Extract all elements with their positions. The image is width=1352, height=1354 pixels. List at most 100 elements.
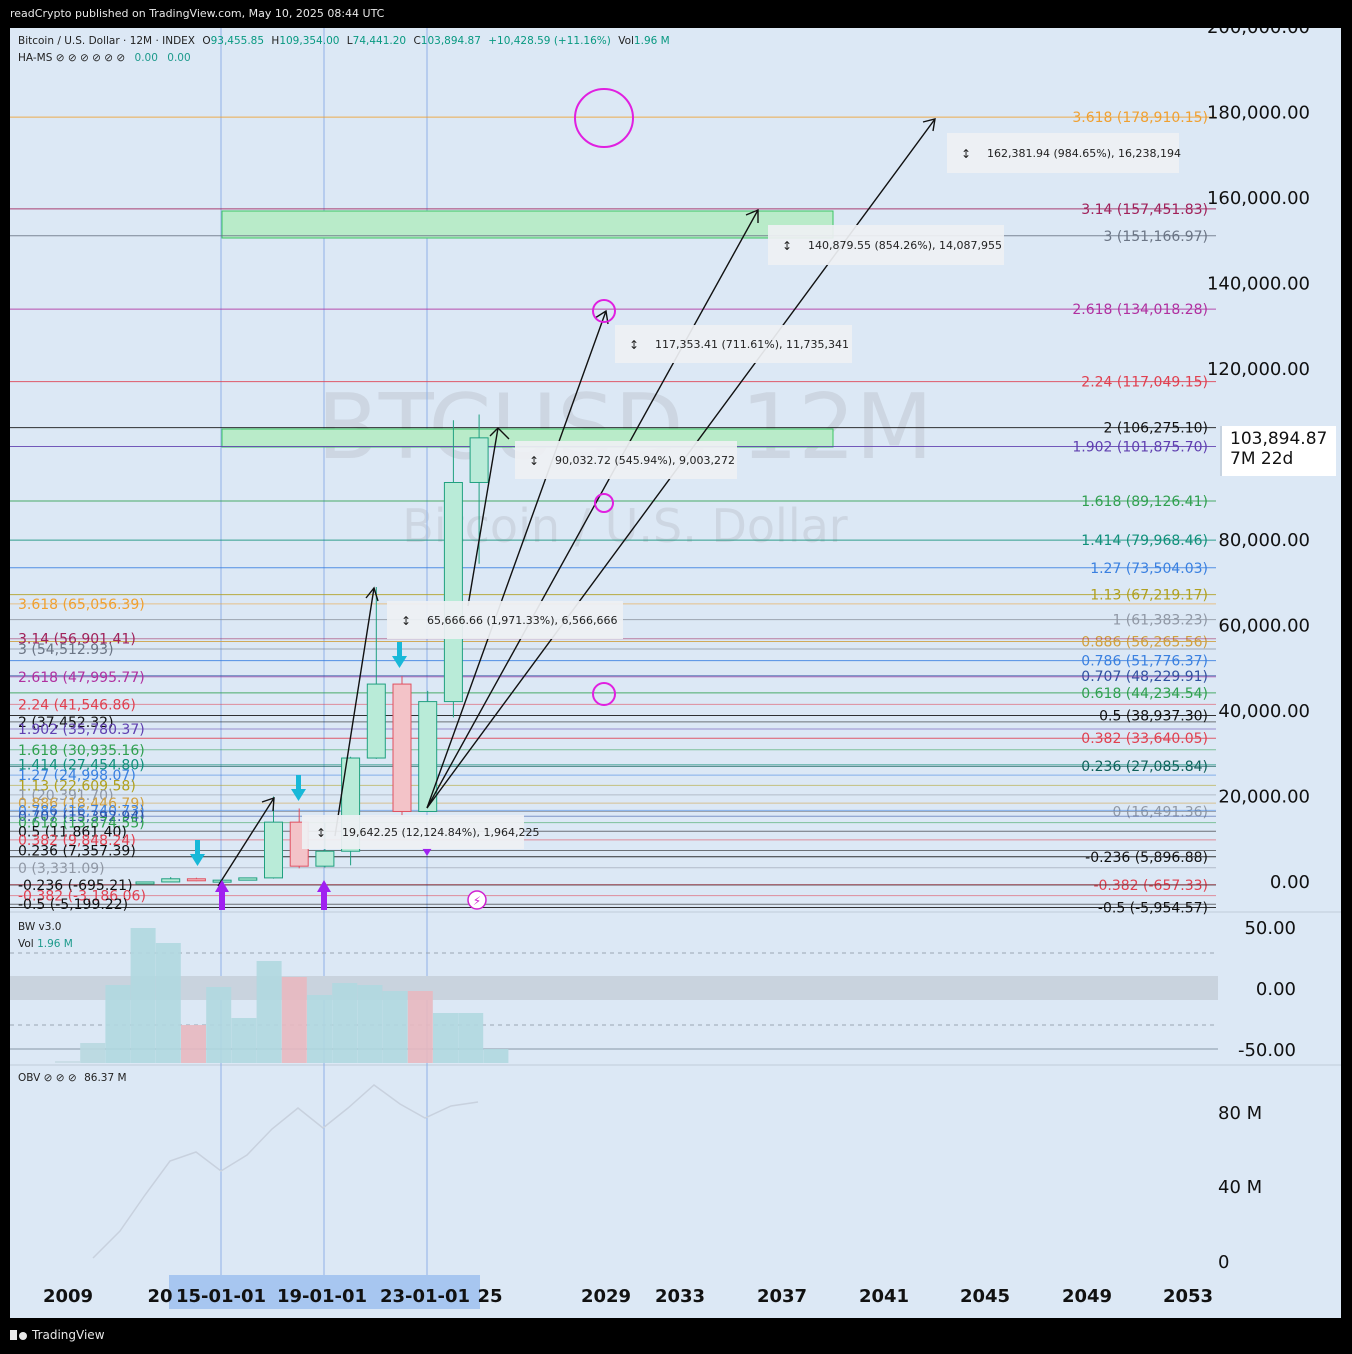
time-tick: 2045 <box>960 1286 1010 1307</box>
obv-pane <box>10 1065 1341 1280</box>
bw-bar <box>206 987 232 1063</box>
candle-2017[interactable] <box>264 796 283 879</box>
fib-level-right: 1.27 (73,504.03) <box>10 561 1216 577</box>
bw-bar <box>382 991 408 1063</box>
measure-label: 140,879.55 (854.26%), 14,087,955 <box>808 239 1002 252</box>
obv-tick: 0 <box>1218 1252 1229 1273</box>
time-tick: 2009 <box>43 1286 93 1307</box>
symbol-legend[interactable]: Bitcoin / U.S. Dollar · 12M · INDEX O93,… <box>18 35 670 47</box>
chart-frame[interactable]: BTCUSD, 12M Bitcoin / U.S. Dollar 3.618 … <box>10 28 1341 1318</box>
tradingview-footer[interactable]: TradingView <box>10 1328 105 1342</box>
fib-label-right: -0.236 (5,896.88) <box>1085 850 1208 866</box>
bw-bar <box>433 1013 458 1063</box>
fib-label-left: 0.786 (16,740.73) <box>18 803 145 819</box>
measure-label: 162,381.94 (984.65%), 16,238,194 <box>987 147 1181 160</box>
fib-label-right: 1.27 (73,504.03) <box>1090 561 1208 577</box>
measure-label: 65,666.66 (1,971.33%), 6,566,666 <box>427 614 617 627</box>
buy-signal-arrows <box>215 848 432 910</box>
candle-2016[interactable] <box>238 877 258 881</box>
fib-level-left: 2 (37,452.32) <box>10 715 1216 731</box>
candle-2014[interactable] <box>186 877 206 882</box>
candle-2024[interactable] <box>443 420 463 718</box>
obv-line <box>92 1084 479 1259</box>
symbol-name[interactable]: Bitcoin / U.S. Dollar · 12M · INDEX <box>18 35 195 47</box>
high-label: H <box>271 35 280 47</box>
time-range-highlight <box>169 1275 480 1309</box>
measure-box[interactable]: ↕ 65,666.66 (1,971.33%), 6,566,666 <box>387 601 623 639</box>
fib-level-right: 2.618 (134,018.28) <box>10 302 1216 318</box>
obv-title[interactable]: OBV ⊘ ⊘ ⊘ <box>18 1072 77 1084</box>
measure-box[interactable]: ↕ 117,353.41 (711.61%), 11,735,341 <box>615 325 852 363</box>
fib-label-right: 1.13 (67,219.17) <box>1090 588 1208 604</box>
fib-label-left: 3 (54,512.93) <box>18 642 114 658</box>
bw-tick: -50.00 <box>1238 1040 1296 1061</box>
time-tick: 2029 <box>581 1286 631 1307</box>
indicator-value-1: 0.00 <box>134 52 158 64</box>
time-tick: 20 <box>147 1286 172 1307</box>
fib-label-left: 1.618 (30,935.16) <box>18 743 145 759</box>
measure-label: 117,353.41 (711.61%), 11,735,341 <box>655 338 849 351</box>
fib-label-right: 2.618 (134,018.28) <box>1072 302 1208 318</box>
candle-2012[interactable] <box>135 881 155 885</box>
fib-label-left: -0.382 (-3,186.06) <box>18 889 146 905</box>
candle-2018[interactable] <box>289 808 309 869</box>
fib-label-right: 0.618 (44,234.54) <box>1081 686 1208 702</box>
fib-label-right: 1.618 (89,126.41) <box>1081 494 1208 510</box>
indicator-name[interactable]: HA-MS ⊘ ⊘ ⊘ ⊘ ⊘ ⊘ <box>18 52 126 64</box>
fib-label-left: 0.707 (15,392.94) <box>18 809 145 825</box>
bw-bar <box>357 985 383 1063</box>
fib-level-left: -0.382 (-3,186.06) <box>10 889 1216 905</box>
fib-level-right: 1.13 (67,219.17) <box>10 588 1216 604</box>
fib-level-left: 1 (20,391.70) <box>10 788 1216 804</box>
candle-2013[interactable] <box>161 877 181 883</box>
bw-bar <box>281 977 307 1063</box>
fib-label-left: 0.5 (11,861.40) <box>18 824 127 840</box>
fib-label-right: 0 (16,491.36) <box>1112 804 1208 820</box>
bw-title[interactable]: BW v3.0 <box>18 921 62 933</box>
svg-text:⚡: ⚡ <box>473 894 481 908</box>
fib-level-left: 1.618 (30,935.16) <box>10 743 1216 759</box>
fib-label-right: 3 (151,166.97) <box>1104 229 1208 245</box>
bw-tick: 0.00 <box>1256 979 1296 1000</box>
fib-level-right: 0.618 (44,234.54) <box>10 686 1216 702</box>
fib-label-left: 0.618 (13,874.55) <box>18 816 145 832</box>
fib-label-right: -0.5 (-5,954.57) <box>1098 900 1208 916</box>
tradingview-logo-icon <box>10 1330 28 1340</box>
fib-label-right: -0.382 (-657.33) <box>1093 878 1208 894</box>
chart-canvas[interactable]: BTCUSD, 12M Bitcoin / U.S. Dollar 3.618 … <box>10 28 1341 1318</box>
candle-2021[interactable] <box>366 587 386 759</box>
fib-level-left: 0 (3,331.09) <box>10 861 1216 877</box>
measure-box[interactable]: ↕ 90,032.72 (545.94%), 9,003,272 <box>515 441 737 479</box>
time-tick: 2033 <box>655 1286 705 1307</box>
measure-icon: ↕ <box>316 826 326 840</box>
obv-legend[interactable]: OBV ⊘ ⊘ ⊘ 86.37 M <box>18 1072 127 1084</box>
bar-countdown: 7M 22d <box>1230 449 1294 469</box>
bw-vol-value: 1.96 M <box>37 938 73 950</box>
measure-box[interactable]: ↕ 19,642.25 (12,124.84%), 1,964,225 <box>302 815 539 849</box>
fib-level-left: 1.414 (27,454.80) <box>10 758 1216 774</box>
target-zone-upper <box>221 210 834 239</box>
bw-bar <box>130 928 156 1063</box>
fib-level-left: 0.5 (11,861.40) <box>10 824 1216 840</box>
indicator-legend[interactable]: HA-MS ⊘ ⊘ ⊘ ⊘ ⊘ ⊘ 0.00 0.00 <box>18 52 191 64</box>
close-value: 103,894.87 <box>420 35 481 47</box>
high-value: 109,354.00 <box>279 35 340 47</box>
indicator-value-2: 0.00 <box>167 52 191 64</box>
price-tick: 180,000.00 <box>1207 103 1310 124</box>
measure-box[interactable]: ↕ 162,381.94 (984.65%), 16,238,194 <box>947 133 1181 173</box>
fib-level-right: 0.786 (51,776.37) <box>10 654 1216 670</box>
fib-label-right: 0.236 (27,085.84) <box>1081 759 1208 775</box>
measure-icon: ↕ <box>782 239 792 253</box>
candle-2022[interactable] <box>392 675 412 816</box>
fib-label-left: 1.902 (35,780.37) <box>18 722 145 738</box>
fib-label-left: 0 (3,331.09) <box>18 861 105 877</box>
bw-tick: 50.00 <box>1244 918 1296 939</box>
measure-box[interactable]: ↕ 140,879.55 (854.26%), 14,087,955 <box>768 225 1004 265</box>
price-tick: 0.00 <box>1270 872 1310 893</box>
price-tick: 120,000.00 <box>1207 359 1310 380</box>
measure-icon: ↕ <box>529 454 539 468</box>
fib-level-right: 3.618 (178,910.15) <box>10 110 1216 126</box>
bw-legend[interactable]: BW v3.0 <box>18 921 61 933</box>
open-value: 93,455.85 <box>210 35 265 47</box>
candle-2023[interactable] <box>418 690 438 812</box>
